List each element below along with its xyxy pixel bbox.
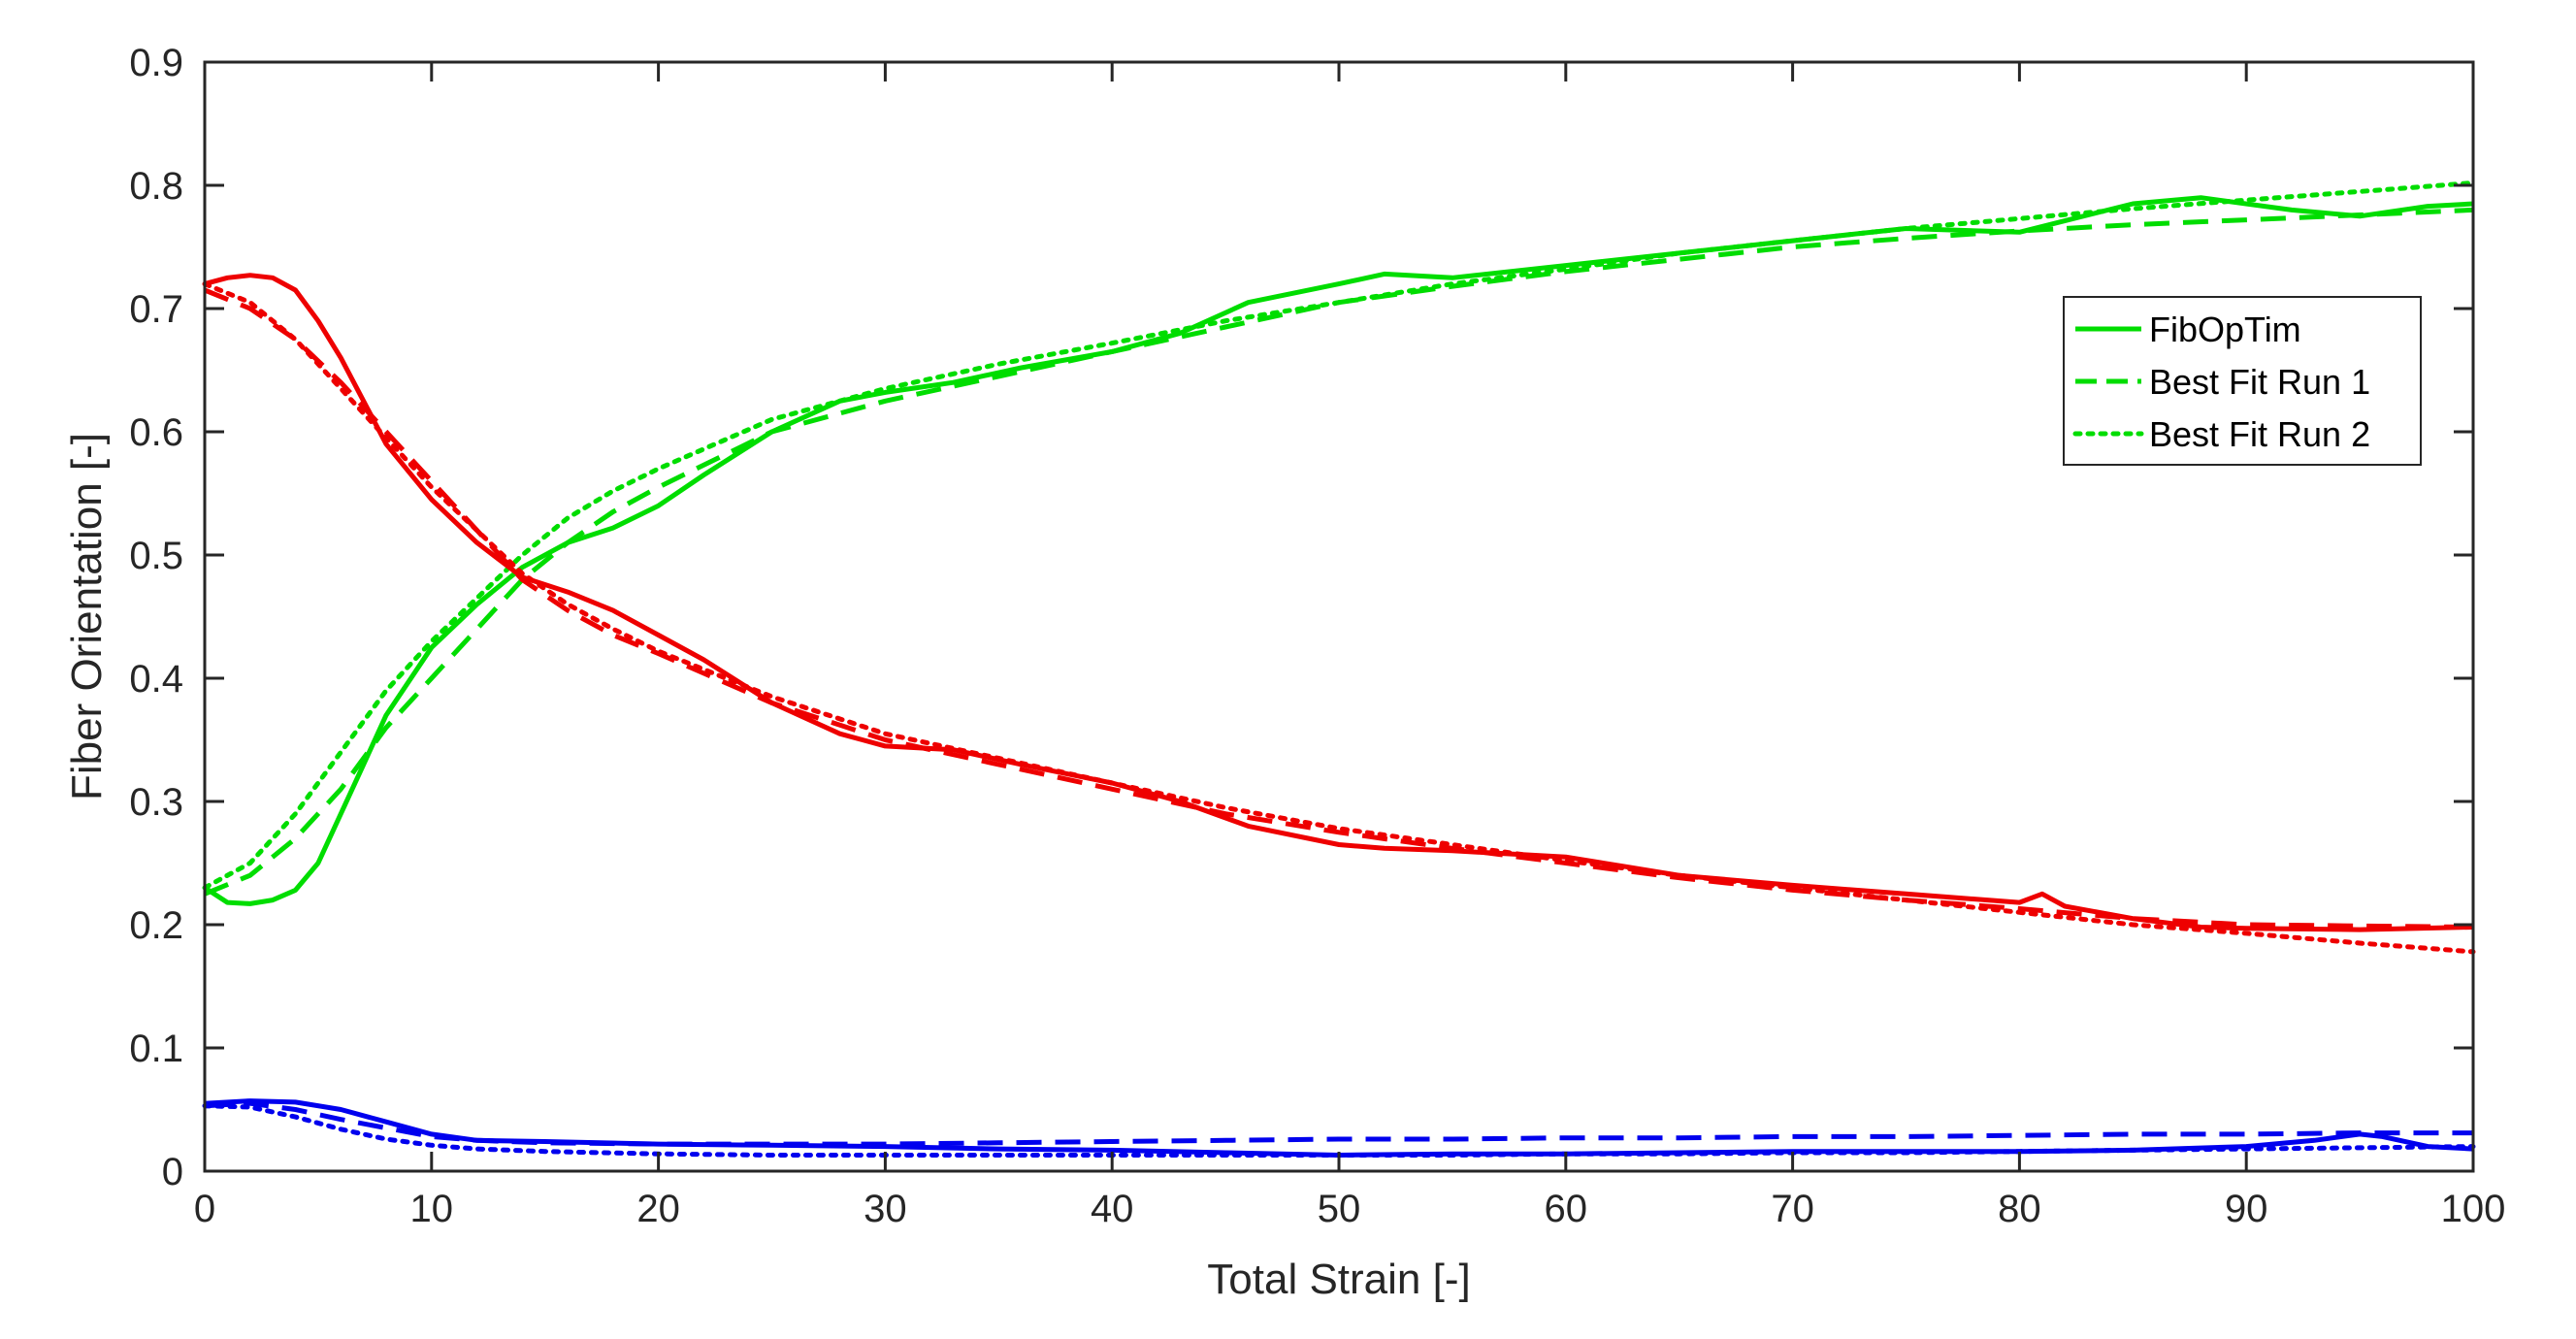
x-tick-label: 40 — [1091, 1188, 1134, 1230]
axis-ticks — [203, 60, 2475, 1173]
legend-label: Best Fit Run 1 — [2149, 362, 2370, 402]
x-tick-label: 20 — [636, 1188, 680, 1230]
x-tick-label: 80 — [1998, 1188, 2041, 1230]
y-tick-label: 0.7 — [129, 288, 183, 331]
x-tick-label: 30 — [864, 1188, 907, 1230]
x-tick-label: 60 — [1545, 1188, 1588, 1230]
series-line-green-dotted — [202, 180, 2476, 891]
x-tick-label: 10 — [410, 1188, 454, 1230]
x-tick-label: 0 — [194, 1188, 215, 1230]
series-line-red-dashed — [204, 287, 2474, 930]
y-tick-label: 0 — [162, 1151, 183, 1193]
y-tick-label: 0.5 — [129, 535, 183, 577]
y-tick-label: 0.8 — [129, 165, 183, 208]
x-tick-label: 50 — [1318, 1188, 1361, 1230]
series-line-green-dashed — [204, 207, 2474, 897]
y-axis-tick-labels: 0 0.1 0.2 0.3 0.4 0.5 0.6 0.7 0.8 0.9 — [129, 42, 183, 1193]
x-axis-tick-labels: 0 10 20 30 40 50 60 70 80 90 100 — [194, 1188, 2506, 1230]
series-line-blue-solid — [204, 1098, 2474, 1158]
x-tick-label: 100 — [2441, 1188, 2506, 1230]
legend-label: FibOpTim — [2149, 310, 2301, 349]
y-tick-label: 0.2 — [129, 904, 183, 947]
x-tick-label: 90 — [2225, 1188, 2268, 1230]
y-tick-label: 0.3 — [129, 781, 183, 824]
series-line-blue-dashed — [204, 1100, 2473, 1147]
y-tick-label: 0.1 — [129, 1028, 183, 1070]
series-line-red-dotted — [202, 281, 2476, 955]
x-axis-label: Total Strain [-] — [1207, 1256, 1470, 1303]
y-tick-label: 0.9 — [129, 42, 183, 84]
legend-label: Best Fit Run 2 — [2149, 414, 2370, 454]
x-tick-label: 70 — [1771, 1188, 1814, 1230]
y-tick-label: 0.4 — [129, 658, 183, 701]
legend: FibOpTim Best Fit Run 1 Best Fit Run 2 — [2063, 296, 2422, 466]
y-tick-label: 0.6 — [129, 411, 183, 454]
y-axis-label: Fiber Orientation [-] — [63, 433, 111, 800]
